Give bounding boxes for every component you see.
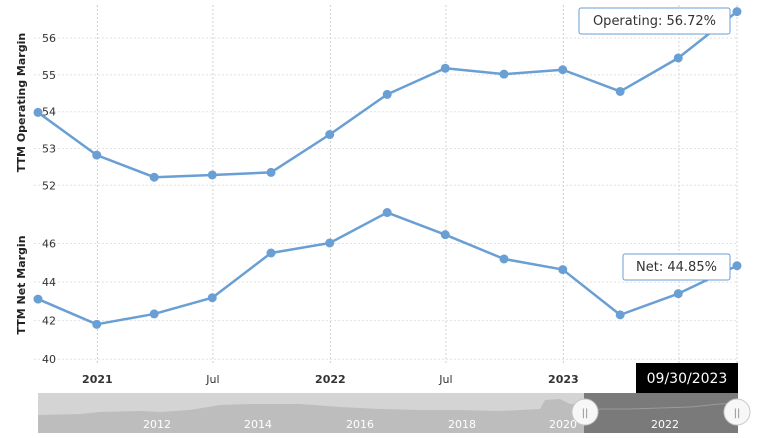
y-tick-label: 46 [42,238,56,251]
data-point[interactable] [673,289,683,299]
data-point[interactable] [149,309,159,319]
data-point[interactable] [382,89,392,99]
x-tick-label: 2021 [82,373,113,386]
x-tick-label: Jul [205,373,219,386]
data-point[interactable] [615,310,625,320]
x-tick-label: Jul [438,373,452,386]
y-tick-label: 55 [42,69,56,82]
data-point[interactable] [673,53,683,63]
data-point[interactable] [499,254,509,264]
data-point[interactable] [92,319,102,329]
navigator-year-label: 2016 [346,418,374,431]
navigator-year-label: 2012 [143,418,171,431]
tooltip-box [578,7,731,35]
data-point[interactable] [149,172,159,182]
y-tick-label: 53 [42,142,56,155]
data-point[interactable] [499,69,509,79]
navigator-selection[interactable] [584,393,738,433]
data-point[interactable] [732,7,742,17]
y-tick-label: 52 [42,179,56,192]
data-point[interactable] [325,130,335,140]
navigator-year-label: 2020 [549,418,577,431]
navigator-year-label: 2022 [651,418,679,431]
data-point[interactable] [92,150,102,160]
data-point[interactable] [266,248,276,258]
y-tick-label: 40 [42,353,56,366]
date-label: 09/30/2023 [647,371,728,387]
tooltip-box [622,253,731,281]
data-point[interactable] [382,208,392,218]
data-point[interactable] [440,230,450,240]
navigator-handle[interactable] [571,398,599,426]
y-tick-label: 42 [42,315,56,328]
navigator-handle[interactable] [723,398,751,426]
data-point[interactable] [325,238,335,248]
data-point[interactable] [266,167,276,177]
y-tick-label: 44 [42,276,56,289]
navigator-mini-series [38,399,584,433]
navigator-year-label: 2018 [448,418,476,431]
handle-grip-icon: || [734,408,741,419]
data-point[interactable] [615,86,625,96]
navigator-year-label: 2014 [244,418,272,431]
y-tick-label: 54 [42,106,56,119]
handle-grip-icon: || [582,408,589,419]
x-tick-label: 2022 [315,373,346,386]
tooltip-label: Operating: 56.72% [593,14,716,29]
data-point[interactable] [440,63,450,73]
data-point[interactable] [558,265,568,275]
data-point[interactable] [732,261,742,271]
y-axis-label: TTM Net Margin [15,235,28,334]
data-point[interactable] [207,293,217,303]
y-axis-label: TTM Operating Margin [15,33,28,172]
date-label-box [636,363,738,393]
data-point[interactable] [558,65,568,75]
data-point[interactable] [33,107,43,117]
x-tick-label: 2023 [548,373,579,386]
tooltip-label: Net: 44.85% [636,260,717,275]
data-point[interactable] [207,170,217,180]
data-point[interactable] [33,294,43,304]
navigator-selected-series [583,402,738,414]
y-tick-label: 56 [42,32,56,45]
